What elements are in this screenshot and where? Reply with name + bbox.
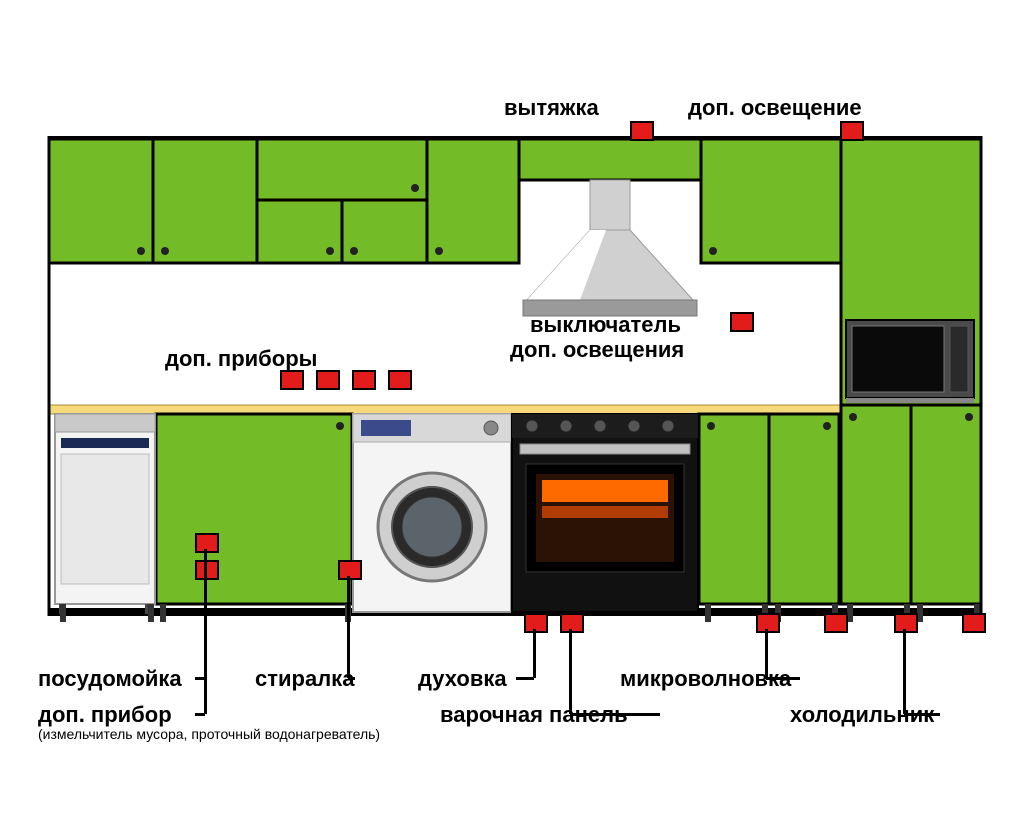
- label-switch_lbl1: выключатель: [530, 312, 681, 337]
- label-hood_lbl: вытяжка: [504, 95, 599, 120]
- label-washer_lbl: стиралка: [255, 666, 354, 691]
- cabinet-leg: [60, 604, 66, 622]
- outlet-dishwasher: [195, 533, 219, 553]
- label-oven_lbl: духовка: [418, 666, 507, 691]
- outlet-extra_light: [840, 121, 864, 141]
- outlet-spare2: [962, 613, 986, 633]
- upper-cabinet: [49, 139, 153, 263]
- outlet-extras2: [316, 370, 340, 390]
- label-dish_lbl: посудомойка: [38, 666, 182, 691]
- upper-cabinet: [257, 139, 427, 200]
- upper-cabinet: [153, 139, 257, 263]
- outlet-cooktop: [560, 613, 584, 633]
- outlet-oven_out: [524, 613, 548, 633]
- lower-cabinet: [769, 414, 839, 604]
- cabinet-leg: [160, 604, 166, 622]
- hood-duct: [590, 180, 630, 230]
- cabinet-leg: [148, 604, 154, 622]
- cabinet-leg: [705, 604, 711, 622]
- outlet-extra_dev: [195, 560, 219, 580]
- outlet-microwave_o: [756, 613, 780, 633]
- upper-cabinet: [701, 139, 841, 263]
- lower-cabinet: [699, 414, 769, 604]
- upper-cabinet: [427, 139, 519, 263]
- label-switch_lbl2: доп. освещения: [510, 337, 684, 362]
- upper-cabinet: [519, 139, 701, 180]
- lower-cabinet: [911, 405, 981, 604]
- outlet-hood: [630, 121, 654, 141]
- lower-cabinet: [156, 414, 352, 604]
- label-extra_light_lbl: доп. освещение: [688, 95, 862, 120]
- outlet-spare1: [824, 613, 848, 633]
- outlet-extras3: [352, 370, 376, 390]
- outlet-extras4: [388, 370, 412, 390]
- label-extra_dev_lbl: доп. прибор: [38, 702, 172, 727]
- outlet-extras1: [280, 370, 304, 390]
- label-extra_dev_sub: (измельчитель мусора, проточный водонагр…: [38, 726, 380, 742]
- lower-cabinet: [841, 405, 911, 604]
- outlet-fridge: [894, 613, 918, 633]
- label-extras_lbl: доп. приборы: [165, 346, 317, 371]
- outlet-switch_light: [730, 312, 754, 332]
- outlet-washer: [338, 560, 362, 580]
